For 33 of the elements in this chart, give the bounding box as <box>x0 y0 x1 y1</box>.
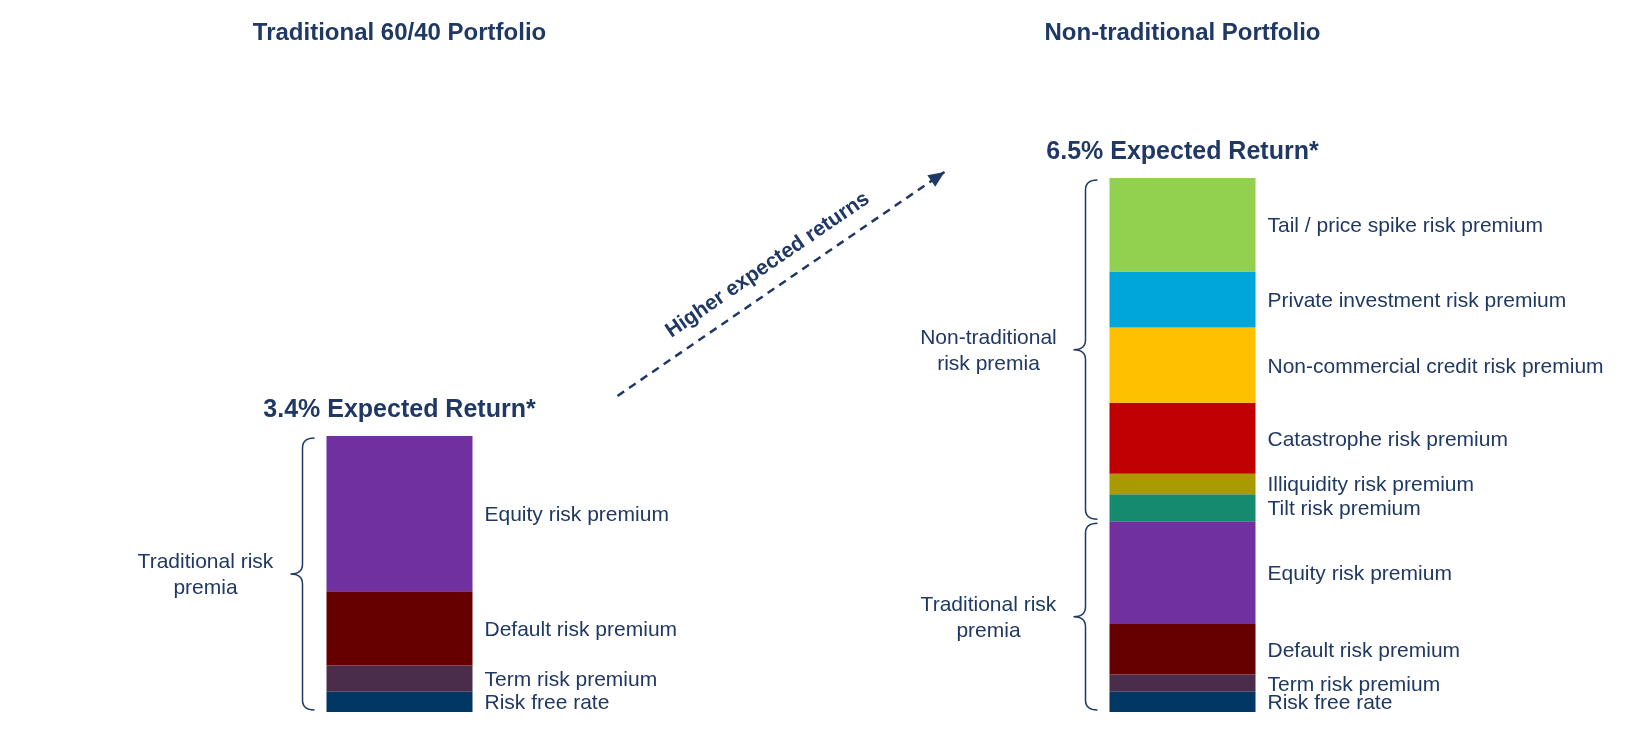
series-label: Catastrophe risk premium <box>1267 426 1508 450</box>
text: Equity risk premium <box>1267 561 1452 585</box>
bar <box>1109 327 1256 403</box>
series-label: Illiquidity risk premium <box>1267 472 1475 496</box>
bar <box>1109 674 1256 692</box>
bar <box>1109 473 1256 495</box>
annotation: 3.4% Expected Return* <box>263 393 536 423</box>
bar <box>1109 623 1256 675</box>
annotation: Non-traditional risk premia <box>919 323 1058 376</box>
annotation: Traditional risk premia <box>136 547 275 600</box>
x-tick-label: Non-traditional Portfolio <box>1044 17 1321 45</box>
series-label: Default risk premium <box>484 616 678 640</box>
series-label: Equity risk premium <box>484 502 669 526</box>
bar <box>1109 521 1256 624</box>
series-label: Tail / price spike risk premium <box>1267 213 1543 237</box>
text: Default risk premium <box>1267 637 1461 661</box>
bar <box>326 435 473 592</box>
x-tick-label: Traditional 60/40 Portfolio <box>252 17 547 45</box>
series-label: Term risk premium <box>484 667 658 691</box>
bar <box>1109 494 1256 522</box>
series-label: Risk free rate <box>484 690 610 714</box>
bar <box>326 691 473 712</box>
bar <box>1109 691 1256 712</box>
bar <box>326 591 473 666</box>
series-label: Tilt risk premium <box>1267 496 1421 520</box>
bar <box>1109 178 1256 272</box>
series-label: Non-commercial credit risk premium <box>1267 353 1604 377</box>
text: 6.5% Expected Return* <box>1046 136 1319 165</box>
bar <box>1109 402 1256 474</box>
bar <box>326 665 473 692</box>
bar <box>1109 271 1256 328</box>
annotation: Traditional risk premia <box>919 590 1058 643</box>
series-label: Private investment risk premium <box>1267 287 1567 311</box>
